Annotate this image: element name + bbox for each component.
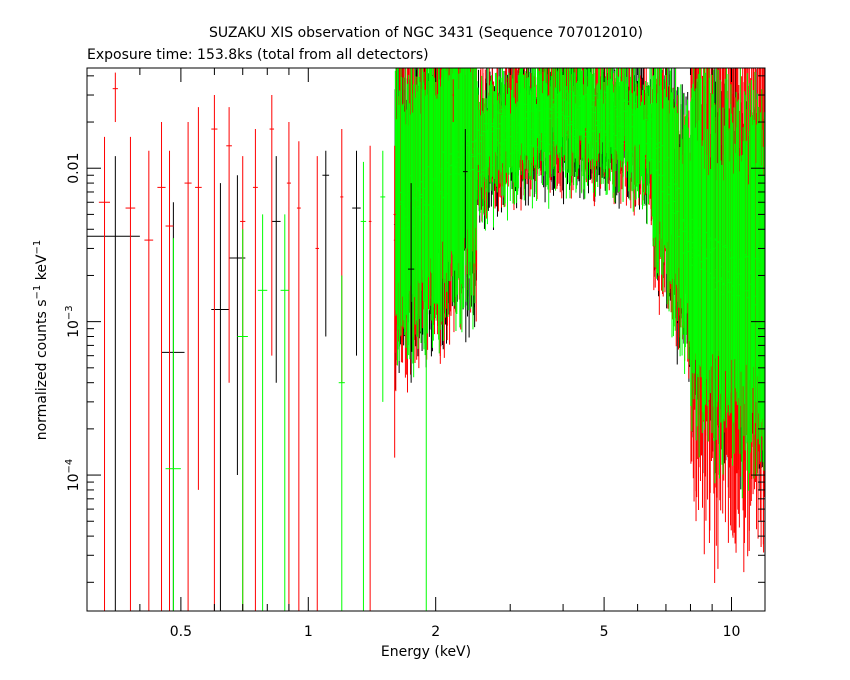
y-tick-label: 10−3 (64, 305, 82, 338)
x-axis-label: Energy (keV) (381, 644, 471, 660)
data-points-group (87, 68, 765, 611)
y-tick-label-base: 0.01 (66, 153, 82, 184)
y-tick-label: 10−4 (64, 459, 82, 492)
data-layer (87, 68, 765, 611)
x-tick-label: 10 (723, 624, 741, 640)
y-tick-label-exp: −3 (64, 305, 75, 320)
plot-frame (86, 67, 766, 612)
x-tick-label: 2 (431, 624, 440, 640)
y-axis-label-exp1: −1 (32, 285, 43, 300)
y-tick-label-base: 10 (66, 320, 82, 338)
y-axis-label-main: normalized counts s (34, 299, 50, 440)
x-tick-label: 1 (304, 624, 313, 640)
y-tick-label: 0.01 (66, 153, 82, 184)
chart-title: SUZAKU XIS observation of NGC 3431 (Sequ… (209, 25, 643, 41)
y-axis-label: normalized counts s−1 keV−1 (32, 240, 50, 441)
y-axis-label-unit: keV (34, 254, 50, 285)
chart-subtitle: Exposure time: 153.8ks (total from all d… (87, 47, 429, 63)
y-tick-label-exp: −4 (64, 459, 75, 474)
y-tick-label-base: 10 (66, 474, 82, 492)
x-tick-label: 0.5 (170, 624, 192, 640)
x-tick-label: 5 (600, 624, 609, 640)
y-axis-label-exp2: −1 (32, 240, 43, 255)
